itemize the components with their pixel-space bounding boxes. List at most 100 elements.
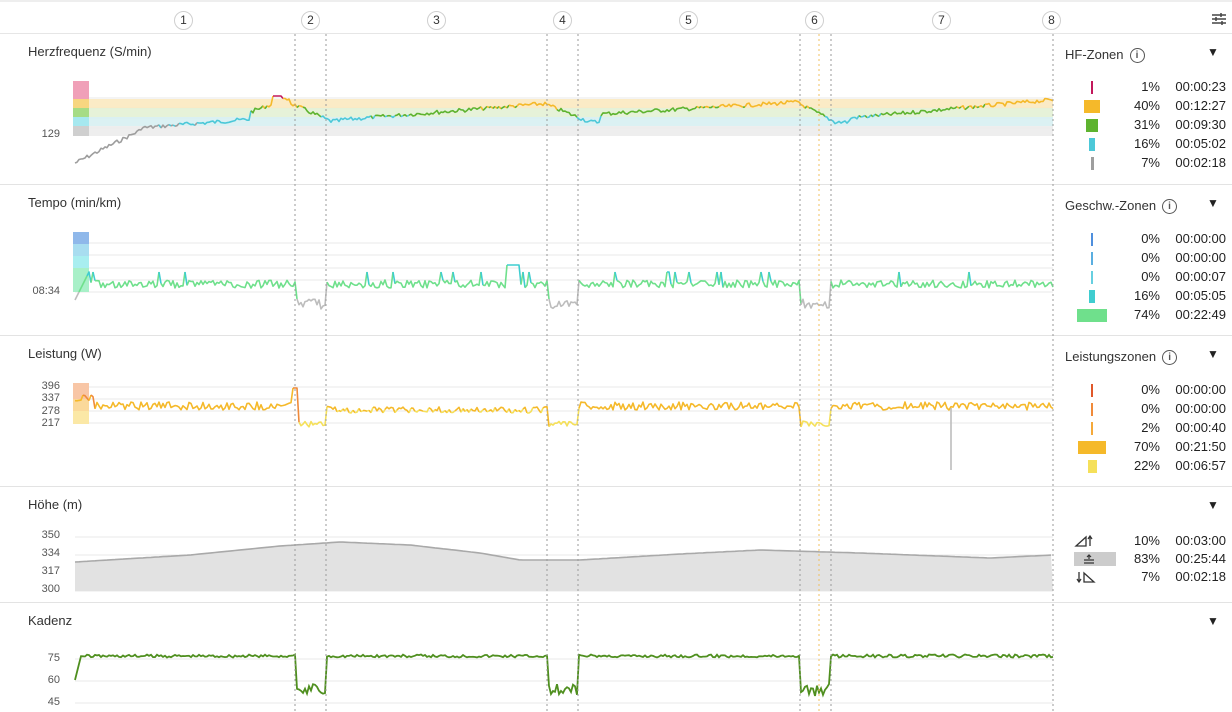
power-zone-swatch xyxy=(73,399,89,411)
power-line xyxy=(470,406,480,413)
heart-rate-line xyxy=(696,105,700,109)
zone-row: 0% 00:00:07 xyxy=(1070,269,1230,287)
heart-rate-line xyxy=(874,113,880,118)
zone-percent: 1% xyxy=(1141,79,1160,94)
lap-badge-7[interactable]: 7 xyxy=(932,11,951,30)
power-line xyxy=(508,408,512,414)
power-axis-label-1: 396 xyxy=(41,380,60,392)
power-line xyxy=(428,407,434,413)
lap-badge-3[interactable]: 3 xyxy=(427,11,446,30)
pace-line xyxy=(326,271,368,289)
pace-line xyxy=(440,271,444,281)
power-line xyxy=(358,407,362,413)
heart-rate-line xyxy=(174,122,180,127)
power-line xyxy=(434,406,442,413)
heart-rate-line xyxy=(374,113,386,118)
pace-line xyxy=(392,271,396,284)
heart-rate-line xyxy=(858,114,862,118)
heart-rate-line xyxy=(74,124,160,164)
power-line xyxy=(384,406,396,414)
zone-time: 00:05:05 xyxy=(1175,288,1226,303)
lap-badge-5[interactable]: 5 xyxy=(679,11,698,30)
zone-percent: 0% xyxy=(1141,269,1160,284)
lap-badge-8[interactable]: 8 xyxy=(1042,11,1061,30)
power-line xyxy=(432,409,436,413)
power-line xyxy=(82,394,90,402)
heart-rate-line xyxy=(806,105,810,109)
pace-title: Tempo (min/km) xyxy=(28,195,122,210)
pace-line xyxy=(78,275,88,293)
heart-rate-line xyxy=(964,105,970,111)
power-line xyxy=(346,407,350,413)
heart-rate-line xyxy=(406,114,410,118)
zone-bar xyxy=(1091,384,1093,397)
pace-zones-toggle-icon[interactable]: ▼ xyxy=(1207,196,1219,210)
zone-row: 74% 00:22:49 xyxy=(1070,307,1230,325)
power-line xyxy=(450,410,456,414)
power-line xyxy=(532,406,542,414)
lap-badge-2[interactable]: 2 xyxy=(301,11,320,30)
info-icon[interactable]: i xyxy=(1162,350,1178,365)
power-zones-toggle-icon[interactable]: ▼ xyxy=(1207,347,1219,361)
lap-badge-6[interactable]: 6 xyxy=(805,11,824,30)
zone-time: 00:05:02 xyxy=(1175,136,1226,151)
lap-header: 1 2 3 4 5 6 7 8 xyxy=(0,0,1232,34)
heart-rate-line xyxy=(878,113,882,117)
elevation-line xyxy=(74,541,1052,563)
pace-line xyxy=(768,271,772,282)
power-line xyxy=(363,409,368,412)
zone-time: 00:22:49 xyxy=(1175,307,1226,322)
power-line xyxy=(830,401,1054,411)
power-zones-label: Leistungszonen xyxy=(1065,349,1157,364)
heart-rate-line xyxy=(160,123,170,129)
heart-rate-line xyxy=(390,115,396,119)
heart-rate-line xyxy=(700,105,704,109)
hr-zone-band xyxy=(75,117,1053,126)
power-axis-label-3: 278 xyxy=(41,405,60,417)
power-line xyxy=(448,409,452,413)
heart-rate-title: Herzfrequenz (S/min) xyxy=(28,44,152,59)
zone-row: 16% 00:05:02 xyxy=(1070,136,1230,154)
info-icon[interactable]: i xyxy=(1162,199,1178,214)
heart-rate-line xyxy=(172,124,176,127)
cadence-title: Kadenz xyxy=(28,613,73,628)
cadence-toggle-icon[interactable]: ▼ xyxy=(1207,614,1219,628)
elevation-toggle-icon[interactable]: ▼ xyxy=(1207,498,1219,512)
pace-line xyxy=(530,279,550,300)
heart-rate-line xyxy=(866,114,872,119)
pace-panel: Tempo (min/km) 08:34 Geschw.-Zonen i ▼ 0%… xyxy=(0,185,1232,336)
info-icon[interactable]: i xyxy=(1129,48,1145,63)
pace-line xyxy=(158,271,162,284)
heart-rate-line xyxy=(273,95,284,99)
elevation-zone-row: 7% 00:02:18 xyxy=(1070,569,1230,587)
power-line xyxy=(516,409,520,413)
zone-time: 00:25:44 xyxy=(1175,551,1226,566)
pace-line xyxy=(616,271,668,289)
power-line xyxy=(326,405,338,413)
hr-zones-toggle-icon[interactable]: ▼ xyxy=(1207,45,1219,59)
power-line xyxy=(408,407,412,414)
power-line xyxy=(578,401,802,427)
heart-rate-line xyxy=(516,101,558,111)
lap-badge-1[interactable]: 1 xyxy=(174,11,193,30)
heart-rate-line xyxy=(976,106,980,109)
zone-percent: 7% xyxy=(1141,569,1160,584)
zone-row: 70% 00:21:50 xyxy=(1070,439,1230,457)
pace-line xyxy=(186,279,298,300)
zone-percent: 0% xyxy=(1141,382,1160,397)
pace-line xyxy=(830,271,900,289)
power-line xyxy=(494,406,508,413)
power-line xyxy=(522,406,528,414)
power-axis-label-2: 337 xyxy=(41,392,60,404)
power-line xyxy=(486,410,490,413)
zone-bar xyxy=(1078,441,1106,454)
heart-rate-line xyxy=(492,105,496,109)
zone-percent: 2% xyxy=(1141,420,1160,435)
heart-rate-line xyxy=(714,106,720,109)
settings-sliders-icon[interactable] xyxy=(1210,10,1228,28)
lap-badge-4[interactable]: 4 xyxy=(553,11,572,30)
zone-row: 22% 00:06:57 xyxy=(1070,458,1230,476)
power-line xyxy=(338,409,342,413)
power-line xyxy=(548,408,580,428)
